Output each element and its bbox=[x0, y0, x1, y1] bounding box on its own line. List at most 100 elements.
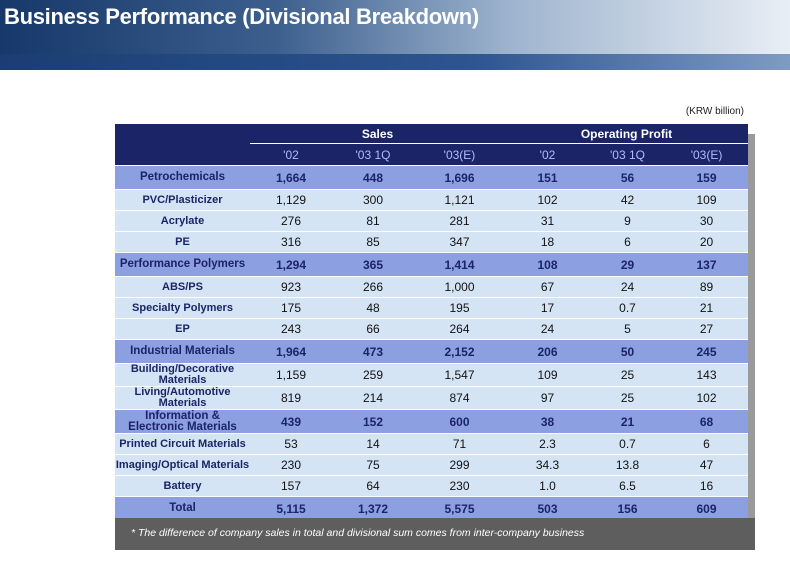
sub-row: Printed Circuit Materials 53 14 71 2.3 0.7 6 bbox=[115, 433, 749, 455]
cell: 34.3 bbox=[505, 454, 590, 476]
cell: 31 bbox=[505, 210, 590, 232]
row-label: PE bbox=[115, 231, 250, 253]
cell: 347 bbox=[414, 231, 505, 253]
column-header: '03(E) bbox=[414, 143, 505, 166]
row-label: ABS/PS bbox=[115, 276, 250, 298]
cell: 365 bbox=[332, 252, 414, 277]
cell: 230 bbox=[414, 475, 505, 497]
row-label: PVC/Plasticizer bbox=[115, 189, 250, 211]
cell: 81 bbox=[332, 210, 414, 232]
cell: 102 bbox=[665, 386, 749, 410]
sub-row: Building/Decorative Materials 1,159 259 1,5… bbox=[115, 363, 749, 387]
cell: 50 bbox=[590, 339, 665, 364]
row-label: Building/Decorative Materials bbox=[115, 363, 250, 387]
cell: 1,159 bbox=[250, 363, 332, 387]
cell: 18 bbox=[505, 231, 590, 253]
cell: 175 bbox=[250, 297, 332, 319]
cell: 1,964 bbox=[250, 339, 332, 364]
cell: 1,121 bbox=[414, 189, 505, 211]
cell: 281 bbox=[414, 210, 505, 232]
cell: 9 bbox=[590, 210, 665, 232]
cell: 102 bbox=[505, 189, 590, 211]
row-label: EP bbox=[115, 318, 250, 340]
cell: 109 bbox=[665, 189, 749, 211]
row-label: Imaging/Optical Materials bbox=[115, 454, 250, 476]
cell: 0.7 bbox=[590, 297, 665, 319]
cell: 2.3 bbox=[505, 433, 590, 455]
sub-row: ABS/PS 923 266 1,000 67 24 89 bbox=[115, 276, 749, 298]
cell: 156 bbox=[590, 496, 665, 521]
footnote: * The difference of company sales in tot… bbox=[115, 518, 755, 550]
cell: 152 bbox=[332, 409, 414, 434]
sub-row: Acrylate 276 81 281 31 9 30 bbox=[115, 210, 749, 232]
cell: 108 bbox=[505, 252, 590, 277]
row-label: Specialty Polymers bbox=[115, 297, 250, 319]
cell: 5 bbox=[590, 318, 665, 340]
cell: 159 bbox=[665, 165, 749, 190]
row-label: Performance Polymers bbox=[115, 252, 250, 277]
cell: 1,000 bbox=[414, 276, 505, 298]
cell: 6 bbox=[665, 433, 749, 455]
row-label: Industrial Materials bbox=[115, 339, 250, 364]
cell: 47 bbox=[665, 454, 749, 476]
cell: 819 bbox=[250, 386, 332, 410]
cell: 195 bbox=[414, 297, 505, 319]
cell: 66 bbox=[332, 318, 414, 340]
cell: 25 bbox=[590, 386, 665, 410]
cell: 5,575 bbox=[414, 496, 505, 521]
cell: 21 bbox=[665, 297, 749, 319]
cell: 230 bbox=[250, 454, 332, 476]
cell: 1,664 bbox=[250, 165, 332, 190]
sub-row: Battery 157 64 230 1.0 6.5 16 bbox=[115, 475, 749, 497]
group-header: Sales bbox=[250, 124, 505, 144]
major-row: Performance Polymers 1,294 365 1,414 108 29 13… bbox=[115, 252, 749, 277]
performance-table: Sales Operating Profit '02'03 1Q '03(E) '0… bbox=[115, 124, 749, 521]
cell: 48 bbox=[332, 297, 414, 319]
cell: 89 bbox=[665, 276, 749, 298]
cell: 245 bbox=[665, 339, 749, 364]
column-header: '03 1Q bbox=[332, 143, 414, 166]
cell: 25 bbox=[590, 363, 665, 387]
cell: 1,414 bbox=[414, 252, 505, 277]
cell: 439 bbox=[250, 409, 332, 434]
cell: 448 bbox=[332, 165, 414, 190]
group-header: Operating Profit bbox=[505, 124, 749, 144]
cell: 137 bbox=[665, 252, 749, 277]
cell: 259 bbox=[332, 363, 414, 387]
corner bbox=[115, 124, 250, 166]
row-label: Printed Circuit Materials bbox=[115, 433, 250, 455]
cell: 300 bbox=[332, 189, 414, 211]
cell: 42 bbox=[590, 189, 665, 211]
cell: 243 bbox=[250, 318, 332, 340]
cell: 1,372 bbox=[332, 496, 414, 521]
cell: 214 bbox=[332, 386, 414, 410]
cell: 2,152 bbox=[414, 339, 505, 364]
cell: 276 bbox=[250, 210, 332, 232]
column-header: '03(E) bbox=[665, 143, 749, 166]
cell: 56 bbox=[590, 165, 665, 190]
cell: 1,129 bbox=[250, 189, 332, 211]
cell: 13.8 bbox=[590, 454, 665, 476]
cell: 38 bbox=[505, 409, 590, 434]
cell: 1,294 bbox=[250, 252, 332, 277]
cell: 299 bbox=[414, 454, 505, 476]
row-label: Acrylate bbox=[115, 210, 250, 232]
cell: 266 bbox=[332, 276, 414, 298]
cell: 20 bbox=[665, 231, 749, 253]
column-header: '03 1Q bbox=[590, 143, 665, 166]
cell: 109 bbox=[505, 363, 590, 387]
row-label: Living/Automotive Materials bbox=[115, 386, 250, 410]
major-row: Petrochemicals 1,664 448 1,696 151 56 159 bbox=[115, 165, 749, 190]
cell: 874 bbox=[414, 386, 505, 410]
cell: 206 bbox=[505, 339, 590, 364]
cell: 64 bbox=[332, 475, 414, 497]
cell: 151 bbox=[505, 165, 590, 190]
cell: 75 bbox=[332, 454, 414, 476]
cell: 264 bbox=[414, 318, 505, 340]
title: Business Performance (Divisional Breakdo… bbox=[4, 4, 479, 29]
cell: 600 bbox=[414, 409, 505, 434]
cell: 27 bbox=[665, 318, 749, 340]
row-label: Battery bbox=[115, 475, 250, 497]
cell: 97 bbox=[505, 386, 590, 410]
cell: 5,115 bbox=[250, 496, 332, 521]
